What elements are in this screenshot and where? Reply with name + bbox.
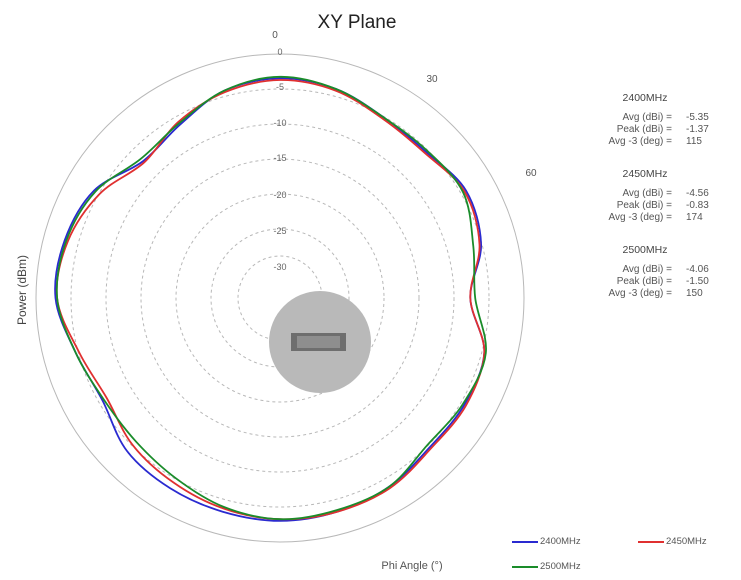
radial-tick-label: -20 xyxy=(273,190,286,200)
stat-value: -1.37 xyxy=(686,124,709,135)
stat-block-2450: 2450MHz Avg (dBi) = -4.56 Peak (dBi) = -0.… xyxy=(560,168,730,224)
stat-label: Peak (dBi) = xyxy=(616,276,672,287)
stat-value: -0.83 xyxy=(686,200,709,211)
stat-row: Avg (dBi) = -4.06 xyxy=(560,264,730,276)
grid-ring xyxy=(175,193,385,403)
stat-label: Avg -3 (deg) = xyxy=(608,212,672,223)
radial-tick-label: 0 xyxy=(277,47,282,57)
statistics-panel: 2400MHz Avg (dBi) = -5.35 Peak (dBi) = -1.… xyxy=(560,92,730,320)
stat-value: -4.56 xyxy=(686,188,709,199)
legend-label: 2450MHz xyxy=(666,536,707,547)
grid-ring xyxy=(140,158,420,438)
grid-ring xyxy=(70,88,490,508)
chart-title: XY Plane xyxy=(318,12,397,33)
stat-row: Avg -3 (deg) = 150 xyxy=(560,288,730,300)
stat-frequency-title: 2500MHz xyxy=(622,244,668,256)
legend-swatch xyxy=(512,565,538,568)
stat-row: Peak (dBi) = -0.83 xyxy=(560,200,730,212)
stat-label: Peak (dBi) = xyxy=(616,124,672,135)
angle-label: 0 xyxy=(272,30,278,41)
radial-tick-label: -5 xyxy=(276,82,284,92)
stat-value: 174 xyxy=(686,212,703,223)
series-line-2400MHz xyxy=(54,77,486,522)
device-chip-inner xyxy=(297,336,340,348)
stat-frequency-title: 2450MHz xyxy=(622,168,668,180)
stat-row: Avg -3 (deg) = 115 xyxy=(560,136,730,148)
stat-label: Avg (dBi) = xyxy=(622,112,672,123)
stat-label: Avg (dBi) = xyxy=(622,188,672,199)
grid-ring xyxy=(35,53,525,543)
angle-label: 30 xyxy=(426,74,438,85)
stat-label: Avg (dBi) = xyxy=(622,264,672,275)
radial-tick-label: -10 xyxy=(273,118,286,128)
stat-row: Peak (dBi) = -1.37 xyxy=(560,124,730,136)
angle-label: 60 xyxy=(525,168,537,179)
legend-item-2450: 2450MHz xyxy=(638,536,707,547)
stat-row: Peak (dBi) = -1.50 xyxy=(560,276,730,288)
radial-tick-label: -15 xyxy=(273,153,286,163)
x-axis-label: Phi Angle (°) xyxy=(381,560,442,572)
stat-row: Avg -3 (deg) = 174 xyxy=(560,212,730,224)
stat-frequency-title: 2400MHz xyxy=(622,92,668,104)
stat-block-2500: 2500MHz Avg (dBi) = -4.06 Peak (dBi) = -1.… xyxy=(560,244,730,300)
series-line-2500MHz xyxy=(55,75,487,521)
stat-row: Avg (dBi) = -4.56 xyxy=(560,188,730,200)
legend-label: 2500MHz xyxy=(540,561,581,572)
stat-row: Avg (dBi) = -5.35 xyxy=(560,112,730,124)
stat-value: -4.06 xyxy=(686,264,709,275)
stat-value: 150 xyxy=(686,288,703,299)
stat-label: Avg -3 (deg) = xyxy=(608,136,672,147)
angle-labels: 0 30 60 xyxy=(272,30,537,179)
series-group xyxy=(54,75,487,522)
device-image xyxy=(269,291,371,393)
legend-item-2400: 2400MHz xyxy=(512,536,581,547)
radial-tick-label: -30 xyxy=(273,262,286,272)
legend-item-2500: 2500MHz xyxy=(512,561,581,572)
grid-ring xyxy=(105,123,455,473)
stat-label: Peak (dBi) = xyxy=(616,200,672,211)
y-axis-label: Power (dBm) xyxy=(15,255,29,325)
stat-value: 115 xyxy=(686,136,702,147)
legend-label: 2400MHz xyxy=(540,536,581,547)
stat-label: Avg -3 (deg) = xyxy=(608,288,672,299)
radial-tick-label: -25 xyxy=(273,226,286,236)
chart-legend: 2400MHz 2450MHz 2500MHz xyxy=(512,528,732,576)
radial-tick-labels: 0 -5 -10 -15 -20 -25 -30 xyxy=(273,47,286,272)
legend-swatch xyxy=(638,540,664,543)
stat-block-2400: 2400MHz Avg (dBi) = -5.35 Peak (dBi) = -1.… xyxy=(560,92,730,148)
legend-swatch xyxy=(512,540,538,543)
stat-value: -1.50 xyxy=(686,276,709,287)
stat-value: -5.35 xyxy=(686,112,709,123)
